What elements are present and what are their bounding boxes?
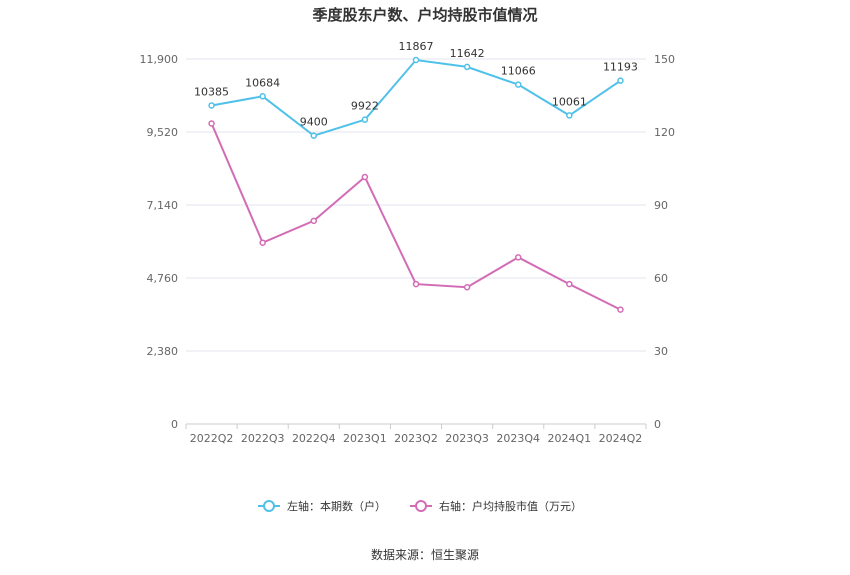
data-label: 9922 bbox=[351, 100, 379, 113]
legend[interactable]: 左轴：本期数（户） 右轴：户均持股市值（万元） bbox=[258, 499, 582, 513]
data-point[interactable] bbox=[361, 173, 369, 181]
data-point[interactable] bbox=[617, 77, 624, 84]
data-point[interactable] bbox=[208, 120, 215, 127]
data-point[interactable] bbox=[310, 132, 318, 139]
legend-label: 右轴：户均持股市值（万元） bbox=[439, 499, 582, 513]
legend-label: 左轴：本期数（户） bbox=[287, 499, 386, 513]
x-tick-label: 2024Q2 bbox=[599, 432, 643, 445]
data-point[interactable] bbox=[566, 280, 573, 288]
series-layer: 10385 10684 9400 9922 11867 11642 11066 10061 11… bbox=[194, 40, 638, 313]
y-left-tick-label: 7,140 bbox=[147, 199, 179, 212]
legend-item-2[interactable]: 右轴：户均持股市值（万元） bbox=[410, 499, 582, 513]
y-left-tick-label: 0 bbox=[171, 418, 178, 431]
x-tick-label: 2023Q3 bbox=[445, 432, 489, 445]
data-label: 10061 bbox=[552, 95, 587, 108]
data-label: 10684 bbox=[245, 76, 280, 89]
y-right-tick-label: 120 bbox=[654, 126, 675, 139]
data-point[interactable] bbox=[617, 306, 624, 313]
legend-item-1[interactable]: 左轴：本期数（户） bbox=[258, 499, 386, 513]
legend-marker bbox=[415, 500, 427, 512]
axes: 0 2,380 4,760 7,140 9,520 11,900 0 30 60 90 120 150… bbox=[140, 53, 676, 445]
data-point[interactable] bbox=[514, 254, 522, 261]
data-point[interactable] bbox=[259, 93, 266, 100]
data-label: 11066 bbox=[501, 65, 536, 78]
y-right-tick-label: 30 bbox=[654, 345, 668, 358]
y-right-tick-label: 150 bbox=[654, 53, 675, 66]
x-tick-label: 2023Q1 bbox=[343, 432, 387, 445]
data-label: 11867 bbox=[399, 40, 434, 53]
y-left-tick-label: 4,760 bbox=[147, 272, 179, 285]
x-tick-label: 2024Q1 bbox=[548, 432, 592, 445]
data-label: 10385 bbox=[194, 85, 229, 98]
y-right-tick-label: 0 bbox=[654, 418, 661, 431]
data-label: 11642 bbox=[450, 47, 485, 60]
data-point[interactable] bbox=[463, 283, 471, 291]
y-right-tick-label: 60 bbox=[654, 272, 668, 285]
data-label: 9400 bbox=[300, 116, 328, 129]
legend-marker bbox=[263, 500, 275, 512]
data-point[interactable] bbox=[412, 56, 420, 64]
x-tick-label: 2022Q3 bbox=[241, 432, 285, 445]
source-note: 数据来源：恒生聚源 bbox=[371, 547, 479, 562]
x-tick-label: 2023Q2 bbox=[394, 432, 438, 445]
y-right-tick-label: 90 bbox=[654, 199, 668, 212]
data-point[interactable] bbox=[310, 217, 318, 225]
y-left-tick-label: 9,520 bbox=[147, 126, 179, 139]
x-tick-label: 2022Q2 bbox=[190, 432, 234, 445]
data-label: 11193 bbox=[603, 61, 638, 74]
data-point[interactable] bbox=[208, 102, 215, 109]
data-point[interactable] bbox=[361, 116, 369, 123]
data-point[interactable] bbox=[514, 81, 522, 88]
x-tick-label: 2023Q4 bbox=[496, 432, 540, 445]
chart-title: 季度股东户数、户均持股市值情况 bbox=[312, 6, 537, 24]
x-tick-label: 2022Q4 bbox=[292, 432, 336, 445]
data-point[interactable] bbox=[463, 63, 471, 71]
data-point[interactable] bbox=[566, 112, 573, 119]
y-left-tick-label: 2,380 bbox=[147, 345, 179, 358]
data-point[interactable] bbox=[412, 280, 420, 288]
y-left-tick-label: 11,900 bbox=[140, 53, 179, 66]
data-point[interactable] bbox=[259, 239, 266, 246]
